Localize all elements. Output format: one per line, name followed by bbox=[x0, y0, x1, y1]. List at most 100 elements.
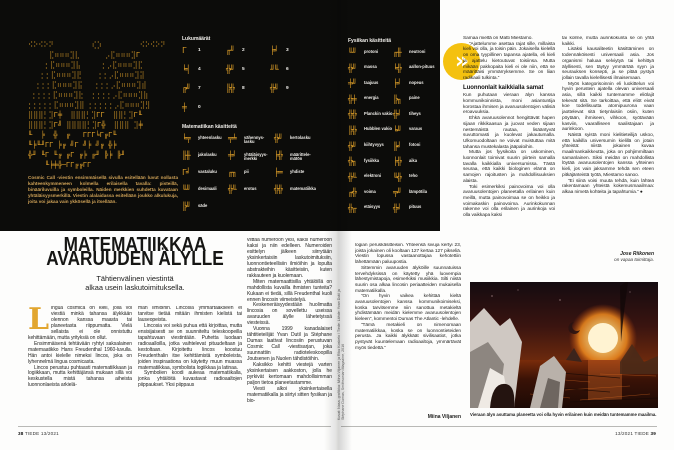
legend-number-item: ╠╬ 8 bbox=[226, 84, 270, 103]
alien-digit-glyph: ╓╜ bbox=[226, 46, 235, 55]
alien-symbol-glyph: ╬╖ bbox=[348, 157, 357, 167]
legend-physics-item: ╬╪ energia bbox=[348, 95, 393, 111]
legend-math-header: Matematiikan käsitteitä bbox=[182, 124, 237, 130]
footer-left: 38 TIEDE 13/2021 bbox=[18, 431, 59, 436]
concept-label: yhteenlasku bbox=[198, 134, 222, 140]
concept-label: pii bbox=[244, 168, 249, 174]
legend-physics-item: ╬╙ elektroni bbox=[348, 173, 393, 189]
alien-digit-glyph: ╜╙ bbox=[270, 65, 279, 74]
concept-label: matematiikka bbox=[290, 185, 316, 191]
alien-symbol-glyph: ╙╜ bbox=[348, 48, 357, 57]
concept-label: paine bbox=[409, 95, 420, 101]
concept-label: kiihtyvyys bbox=[364, 142, 384, 148]
magazine-issue-right: 13/2021 TIEDE bbox=[615, 431, 649, 436]
legend-physics-item: ╬╖ fysiikka bbox=[348, 157, 393, 173]
author-byline: Jose Riikonen on vapaa toimittaja. bbox=[562, 251, 654, 262]
legend-number-item: ╞╛ 3 bbox=[270, 46, 314, 65]
alien-symbol-glyph: ╙╬ bbox=[393, 172, 402, 182]
legend-physics-item: ╬╜ massa bbox=[348, 64, 393, 80]
legend-physics-item: ╘╜ varaus bbox=[393, 126, 438, 142]
legend-math-item: ╞═ yhdiste bbox=[274, 168, 320, 185]
concept-label: nopeus bbox=[409, 79, 424, 85]
legend-number-item: ╜╙ 6 bbox=[270, 65, 314, 84]
concept-label: desimaali bbox=[198, 185, 217, 191]
concept-label: kertolasku bbox=[290, 134, 311, 140]
legend-math-item: ╬╬ matematiikka bbox=[274, 185, 320, 202]
alien-symbol-glyph: ╬╬ bbox=[348, 110, 357, 120]
concept-label: energia bbox=[364, 95, 379, 101]
alien-symbol-glyph: ╘╬ bbox=[393, 63, 402, 73]
alien-symbol-glyph: ╬╜ bbox=[348, 141, 357, 151]
alien-symbol-glyph: ╤╧ bbox=[228, 134, 237, 143]
alien-symbol-glyph: ╞═ bbox=[274, 168, 283, 177]
paragraph: Miten matemaattisilla yhtälöillä on mahd… bbox=[247, 278, 332, 303]
photo-caption: Vieraan älyn asuttama planeetta voi olla… bbox=[470, 412, 657, 417]
concept-label: yhdiste bbox=[290, 168, 305, 174]
concept-label: elektroni bbox=[364, 173, 382, 179]
paragraph: logian peruskäsitteisiin. Yhteensä sivuj… bbox=[355, 243, 461, 266]
legend-physics-item: ╓╫ neutroni bbox=[393, 48, 438, 64]
alien-symbol-glyph: ╪╜ bbox=[348, 79, 357, 89]
alien-digit-glyph: ╪ bbox=[182, 103, 187, 112]
alien-digit-glyph: ╘╡ bbox=[182, 65, 191, 74]
paragraph: Symbolien koodi aukeaa matematiikalla, j… bbox=[138, 370, 242, 389]
concept-label: massa bbox=[364, 64, 377, 70]
author-name: Jose Riikonen bbox=[620, 251, 654, 257]
legend-math-item: ╟╫ jakolasku bbox=[182, 151, 228, 168]
concept-label: aika bbox=[409, 157, 417, 163]
concept-label: taajuus bbox=[364, 79, 379, 85]
concept-label: säde bbox=[198, 202, 208, 208]
magazine-issue-left: TIEDE 13/2021 bbox=[24, 431, 59, 436]
alien-symbol-glyph: ╬╜ bbox=[348, 63, 357, 73]
legend-numbers-header: Lukumäärät bbox=[182, 36, 211, 42]
paragraph: Myös kategorisoinnin eli luokittelun voi… bbox=[562, 81, 654, 133]
concept-label: erotus bbox=[244, 185, 257, 191]
digit-value: 7 bbox=[198, 86, 201, 91]
paragraph: Toki esimerkiksi painovoima voi olla ava… bbox=[463, 184, 555, 219]
digit-value: 3 bbox=[286, 48, 289, 53]
alien-symbol-glyph: ╪╛ bbox=[228, 151, 237, 160]
digit-value: 6 bbox=[286, 67, 289, 72]
body-column-6: tai kolme, mutta aurinkokunta se on yhtä… bbox=[562, 36, 654, 248]
alien-symbol-glyph: ╠╖ bbox=[393, 94, 402, 104]
paragraph: Lincosia voi sekä puhua että kirjoittaa,… bbox=[138, 322, 242, 371]
paragraph: Keskeneräisyydestään huolimatta lincosia… bbox=[247, 302, 332, 327]
legend-physics-item: ╬╓ etäisyys bbox=[348, 204, 393, 220]
legend-math-item: ╙╜ desimaali bbox=[182, 185, 228, 202]
alien-symbol-glyph: ╞╬ bbox=[274, 151, 283, 160]
legend-physics-item: ╙╬ teho bbox=[393, 173, 438, 189]
alien-symbol-glyph: ╬╜ bbox=[274, 134, 283, 143]
concept-label: protoni bbox=[364, 48, 379, 54]
planet-photo bbox=[470, 282, 658, 408]
alien-symbol-glyph: ╓╫ bbox=[393, 48, 402, 57]
legend-math-item: ╪╛ yhtäläisyys-merkki bbox=[228, 151, 274, 168]
digit-value: 2 bbox=[242, 48, 245, 53]
paragraph: viittaa numeroon yksi, kaksi numeroon ka… bbox=[247, 238, 332, 279]
alien-symbol-glyph: ╬╪ bbox=[348, 94, 357, 104]
alien-symbol-glyph: ╬╛ bbox=[393, 203, 402, 213]
concept-label: Planckin vakio bbox=[364, 110, 393, 116]
body-column-1: L ingua cosmica on kieli, jolla voi vies… bbox=[28, 306, 132, 427]
alien-symbol-glyph: ╞╬ bbox=[393, 157, 402, 167]
alien-symbol-glyph: ╠╬ bbox=[348, 125, 357, 135]
legend-physics-item: ╬╛ tiheys bbox=[393, 110, 438, 126]
legend-physics-item: ╠╬ Hubblen vakio bbox=[348, 126, 393, 142]
concept-label: varaus bbox=[409, 126, 423, 132]
digit-value: 9 bbox=[286, 86, 289, 91]
alien-symbol-glyph: ╬╙ bbox=[348, 172, 357, 182]
legend-physics-item: ╬╬ Planckin vakio bbox=[348, 110, 393, 126]
legend-number-item: ╬╜ 5 bbox=[226, 65, 270, 84]
paragraph: Kaksikko kehitti viestejä varten yksinke… bbox=[247, 362, 332, 386]
paragraph: Näistä syistä moni kielitieteilijä uskoo… bbox=[562, 132, 654, 178]
alien-symbol-glyph: ╘╜ bbox=[393, 125, 402, 135]
footer-rule-right bbox=[341, 426, 657, 427]
digit-value: 5 bbox=[242, 67, 245, 72]
legend-number-item: ╓╜ 2 bbox=[226, 46, 270, 65]
legend-math-item: ╓╖ pii bbox=[228, 168, 274, 185]
legend-physics-item: ╞╬ aika bbox=[393, 157, 438, 173]
alien-symbol-glyph: ╠╜ bbox=[182, 202, 191, 211]
legend-physics-concepts: Fysiikan käsitteitä ╙╜ protoni ╓╫ neutro… bbox=[348, 38, 438, 220]
legend-physics-item: ╘╬ aallon-pituus bbox=[393, 64, 438, 80]
legend-number-item: ╘╡ 4 bbox=[182, 65, 226, 84]
